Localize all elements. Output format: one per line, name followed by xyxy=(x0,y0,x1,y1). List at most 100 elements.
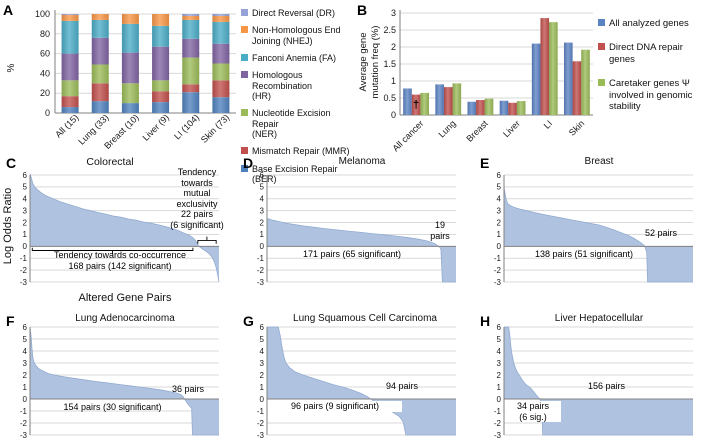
svg-text:1: 1 xyxy=(23,383,28,392)
legend-item-mmr: Mismatch Repair (MMR) xyxy=(241,146,353,156)
fa-swatch-icon xyxy=(241,54,248,62)
panel-b-label: B xyxy=(357,2,368,18)
svg-text:0: 0 xyxy=(260,395,265,404)
svg-text:0: 0 xyxy=(497,395,502,404)
panel-a-legend: Direct Reversal (DR) Non-Homologous End … xyxy=(241,8,353,191)
legend-label: Direct Reversal (DR) xyxy=(252,8,336,18)
panel-d-title: Melanoma xyxy=(338,156,386,167)
svg-text:2: 2 xyxy=(391,42,396,52)
svg-text:2: 2 xyxy=(497,218,502,227)
panel-e-title: Breast xyxy=(584,156,614,167)
svg-text:-3: -3 xyxy=(494,278,502,287)
panel-h-label: H xyxy=(480,313,491,329)
legend-label: Nucleotide Excision Repair (NER) xyxy=(252,108,331,140)
ber-swatch-icon xyxy=(241,164,248,172)
panel-c-title: Colorectal xyxy=(86,156,134,168)
svg-text:-1: -1 xyxy=(257,407,265,416)
panel-f: F Lung Adenocarcinoma -3 -2 -1 0 1 2 3 4 5 6 154 … xyxy=(0,311,237,445)
svg-text:-3: -3 xyxy=(20,431,28,440)
panel-f-pairs-note: 154 pairs (30 significant) xyxy=(63,402,162,412)
svg-text:LI (104): LI (104) xyxy=(172,112,201,141)
svg-text:-3: -3 xyxy=(20,278,28,287)
ner-swatch-icon xyxy=(241,109,248,117)
panel-e: E Breast -3 -2 -1 0 1 2 3 4 5 6 138 pairs (51 sig… xyxy=(474,153,710,311)
svg-text:0: 0 xyxy=(23,395,28,404)
panel-f-side-note: 36 pairs xyxy=(171,384,204,394)
svg-text:1: 1 xyxy=(260,383,265,392)
hr-swatch-icon xyxy=(241,71,248,79)
panel-g: G Lung Squamous Cell Carcinoma -3 -2 -1 0 1 2… xyxy=(237,311,474,445)
panel-a-label: A xyxy=(3,2,14,18)
legend-label: Non-Homologous End Joining (NHEJ) xyxy=(252,25,341,46)
panel-e-pairs-note: 138 pairs (51 significant) xyxy=(534,249,634,259)
svg-text:2: 2 xyxy=(497,371,502,380)
blue-swatch-icon xyxy=(598,19,605,26)
panel-g-side-note: 94 pairs xyxy=(385,381,419,391)
svg-text:4: 4 xyxy=(260,195,265,204)
svg-text:5: 5 xyxy=(260,183,265,192)
svg-text:0: 0 xyxy=(260,242,265,251)
panel-e-side-note: 52 pairs xyxy=(644,228,677,238)
panel-c-cooccurrence-note: Tendency towards co-occurrence 168 pairs… xyxy=(53,250,187,271)
svg-text:2: 2 xyxy=(23,218,28,227)
panel-h-title: Liver Hepatocellular xyxy=(554,313,644,324)
svg-text:1: 1 xyxy=(23,230,28,239)
svg-text:2: 2 xyxy=(260,218,265,227)
legend-item-dr: Direct Reversal (DR) xyxy=(241,8,353,18)
svg-text:-2: -2 xyxy=(257,419,265,428)
panel-f-title: Lung Adenocarcinoma xyxy=(75,313,175,324)
svg-text:1.5: 1.5 xyxy=(383,59,396,69)
svg-text:1: 1 xyxy=(497,230,502,239)
svg-text:%: % xyxy=(6,63,17,72)
panel-h-side-note: 156 pairs xyxy=(587,381,626,391)
dr-swatch-icon xyxy=(241,9,248,16)
panel-h: H Liver Hepatocellular -3 -2 -1 0 1 2 3 4 5 6 34 … xyxy=(474,311,710,445)
svg-text:Liver: Liver xyxy=(501,118,522,139)
svg-text:0: 0 xyxy=(497,242,502,251)
svg-text:2: 2 xyxy=(260,371,265,380)
svg-text:-2: -2 xyxy=(20,266,28,275)
svg-text:6: 6 xyxy=(260,171,265,180)
svg-text:1: 1 xyxy=(497,383,502,392)
legend-label: Homologous Recombination (HR) xyxy=(252,70,313,102)
svg-text:4: 4 xyxy=(497,195,502,204)
panel-c-label: C xyxy=(6,155,17,171)
mmr-swatch-icon xyxy=(241,147,248,155)
svg-text:6: 6 xyxy=(23,323,28,332)
legend-label: All analyzed genes xyxy=(609,18,689,29)
panel-d-label: D xyxy=(243,155,254,171)
legend-item-repair-genes: Direct DNA repair genes xyxy=(598,42,702,65)
panel-g-label: G xyxy=(243,313,254,329)
svg-text:-1: -1 xyxy=(20,254,28,263)
svg-text:Skin: Skin xyxy=(567,118,586,137)
panel-g-area-chart: -3 -2 -1 0 1 2 3 4 5 6 xyxy=(257,323,456,440)
svg-text:6: 6 xyxy=(23,171,28,180)
panel-d-pairs-note: 171 pairs (65 significant) xyxy=(302,249,402,259)
svg-text:-3: -3 xyxy=(257,278,265,287)
svg-text:-2: -2 xyxy=(494,266,502,275)
svg-text:-1: -1 xyxy=(20,407,28,416)
panel-e-area-chart: -3 -2 -1 0 1 2 3 4 5 6 xyxy=(494,171,693,287)
panel-h-pairs-note: 34 pairs (6 sig.) xyxy=(505,401,561,423)
svg-text:All (15): All (15) xyxy=(53,112,80,139)
svg-text:5: 5 xyxy=(23,183,28,192)
legend-item-caretaker-genes: Caretaker genes Ψ involved in genomic st… xyxy=(598,78,702,112)
panel-f-label: F xyxy=(6,313,15,329)
svg-text:20: 20 xyxy=(40,88,50,98)
svg-text:3: 3 xyxy=(260,206,265,215)
svg-text:-1: -1 xyxy=(494,254,502,263)
svg-text:Lung: Lung xyxy=(436,118,457,139)
svg-text:Breast: Breast xyxy=(464,118,490,144)
svg-text:0.5: 0.5 xyxy=(383,93,396,103)
svg-text:†: † xyxy=(413,99,419,111)
svg-text:6: 6 xyxy=(497,171,502,180)
legend-label: Fanconi Anemia (FA) xyxy=(252,53,337,64)
panel-b: B Average gene mutation freq (%) 0 0.5 1 1.… xyxy=(355,0,710,152)
panel-d-side-note: 19 pairs xyxy=(430,220,450,241)
legend-item-ner: Nucleotide Excision Repair (NER) xyxy=(241,108,353,139)
svg-text:4: 4 xyxy=(23,195,28,204)
panel-c-area-chart: -3 -2 -1 0 1 2 3 4 5 6 xyxy=(20,171,220,287)
svg-text:5: 5 xyxy=(497,183,502,192)
svg-text:Skin (73): Skin (73) xyxy=(199,112,232,145)
